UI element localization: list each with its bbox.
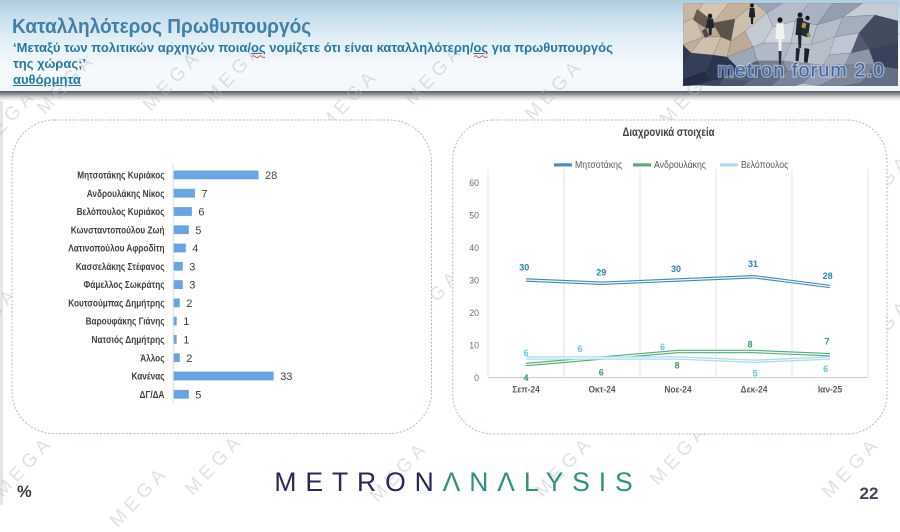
svg-text:1: 1	[183, 316, 189, 328]
svg-text:30: 30	[519, 262, 529, 272]
svg-text:Κουτσούμπας Δημήτρης: Κουτσούμπας Δημήτρης	[68, 299, 164, 310]
svg-text:30: 30	[671, 264, 681, 274]
svg-text:Νατσιός Δημήτρης: Νατσιός Δημήτρης	[92, 335, 165, 346]
svg-text:4: 4	[523, 373, 528, 383]
svg-text:28: 28	[823, 271, 833, 281]
svg-text:Μητσοτάκης Κυριάκος: Μητσοτάκης Κυριάκος	[77, 171, 164, 182]
svg-text:8: 8	[674, 361, 679, 371]
svg-text:Βαρουφάκης Γιάνης: Βαρουφάκης Γιάνης	[86, 317, 165, 328]
svg-text:Δεκ-24: Δεκ-24	[741, 385, 768, 395]
svg-text:Κωνσταντοπούλου Ζωή: Κωνσταντοπούλου Ζωή	[71, 225, 165, 236]
svg-text:6: 6	[523, 348, 528, 358]
svg-text:Βελόπουλος Κυριάκος: Βελόπουλος Κυριάκος	[77, 207, 165, 218]
svg-text:Φάμελλος Σωκράτης: Φάμελλος Σωκράτης	[84, 280, 165, 291]
svg-text:4: 4	[192, 243, 198, 255]
svg-text:Διαχρονικά στοιχεία: Διαχρονικά στοιχεία	[623, 127, 715, 139]
svg-text:6: 6	[660, 342, 665, 352]
svg-text:Κασσελάκης Στέφανος: Κασσελάκης Στέφανος	[76, 262, 165, 273]
svg-text:Λατινοπούλου Αφροδίτη: Λατινοπούλου Αφροδίτη	[68, 244, 164, 255]
svg-text:5: 5	[195, 389, 201, 401]
svg-text:Σεπ-24: Σεπ-24	[512, 385, 540, 395]
svg-text:2: 2	[186, 298, 192, 310]
svg-text:Κανένας: Κανένας	[132, 372, 165, 383]
svg-text:3: 3	[189, 280, 195, 292]
svg-text:Νοε-24: Νοε-24	[664, 385, 691, 395]
svg-text:30: 30	[469, 275, 479, 285]
svg-text:6: 6	[577, 344, 582, 354]
svg-text:Βελόπουλος: Βελόπουλος	[741, 160, 789, 171]
svg-text:31: 31	[748, 259, 758, 269]
svg-text:40: 40	[469, 243, 479, 253]
svg-text:6: 6	[599, 367, 604, 377]
svg-text:ΔΓ/ΔΑ: ΔΓ/ΔΑ	[140, 390, 165, 401]
svg-text:33: 33	[280, 371, 292, 383]
svg-text:50: 50	[469, 210, 479, 220]
svg-text:1: 1	[183, 335, 189, 347]
svg-text:20: 20	[469, 308, 479, 318]
svg-text:Οκτ-24: Οκτ-24	[588, 385, 615, 395]
svg-text:Μητσοτάκης: Μητσοτάκης	[575, 160, 622, 171]
svg-text:0: 0	[474, 373, 479, 383]
svg-text:29: 29	[596, 267, 606, 277]
svg-text:7: 7	[201, 188, 207, 200]
svg-text:5: 5	[752, 368, 757, 378]
svg-text:Άλλος: Άλλος	[140, 353, 164, 364]
svg-text:6: 6	[823, 364, 828, 374]
svg-text:10: 10	[469, 340, 479, 350]
svg-text:8: 8	[747, 340, 752, 350]
svg-text:Ιαν-25: Ιαν-25	[818, 385, 842, 395]
svg-text:Ανδρουλάκης Νίκος: Ανδρουλάκης Νίκος	[87, 189, 165, 200]
svg-text:2: 2	[186, 353, 192, 365]
svg-text:metron forum 2.0: metron forum 2.0	[718, 60, 886, 82]
svg-text:60: 60	[469, 178, 479, 188]
svg-text:5: 5	[195, 225, 201, 237]
svg-text:metron forum 2.0: metron forum 2.0	[718, 60, 886, 82]
svg-text:28: 28	[265, 170, 277, 182]
svg-text:Ανδρουλάκης: Ανδρουλάκης	[654, 160, 706, 171]
svg-text:3: 3	[189, 261, 195, 273]
svg-text:6: 6	[198, 207, 204, 219]
svg-text:7: 7	[824, 337, 829, 347]
